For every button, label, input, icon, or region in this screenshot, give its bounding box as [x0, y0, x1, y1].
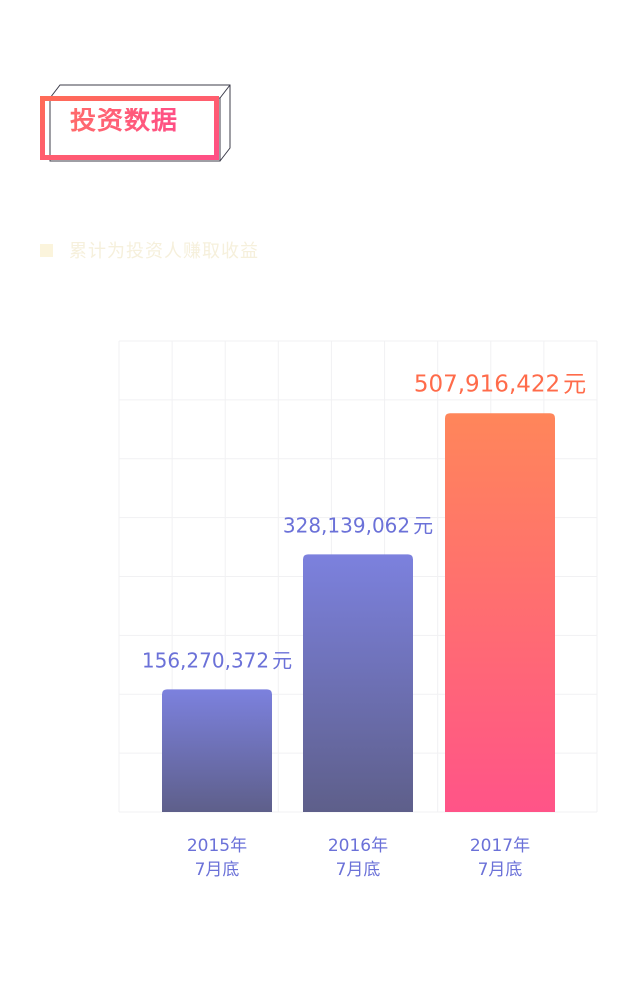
x-tick-label: 2015年 [187, 836, 247, 856]
x-tick-label: 7月底 [478, 860, 523, 880]
bar-2 [445, 413, 555, 812]
section-header: 投资数据 [40, 84, 232, 164]
subtitle-text: 累计为投资人赚取收益 [69, 241, 259, 262]
x-tick-label: 7月底 [195, 860, 240, 880]
x-tick-label: 2017年 [470, 836, 530, 856]
chart-subtitle: 累计为投资人赚取收益 [40, 238, 259, 262]
data-label-1: 328,139,062 元 [283, 513, 433, 537]
data-label-0: 156,270,372 元 [142, 648, 292, 672]
x-tick-label: 7月底 [336, 860, 381, 880]
chart-bars [162, 413, 555, 812]
page-title: 投资数据 [70, 106, 179, 136]
x-tick-label: 2016年 [328, 836, 388, 856]
subtitle-square-icon [40, 243, 53, 257]
chart-labels: 156,270,372 元 2015年 7月底 328,139,062 元 2016年 7月底… [142, 371, 586, 880]
bar-0 [162, 689, 272, 812]
bar-1 [303, 554, 413, 812]
data-label-2: 507,916,422 元 [414, 371, 586, 397]
header-frame-icon [40, 84, 231, 162]
